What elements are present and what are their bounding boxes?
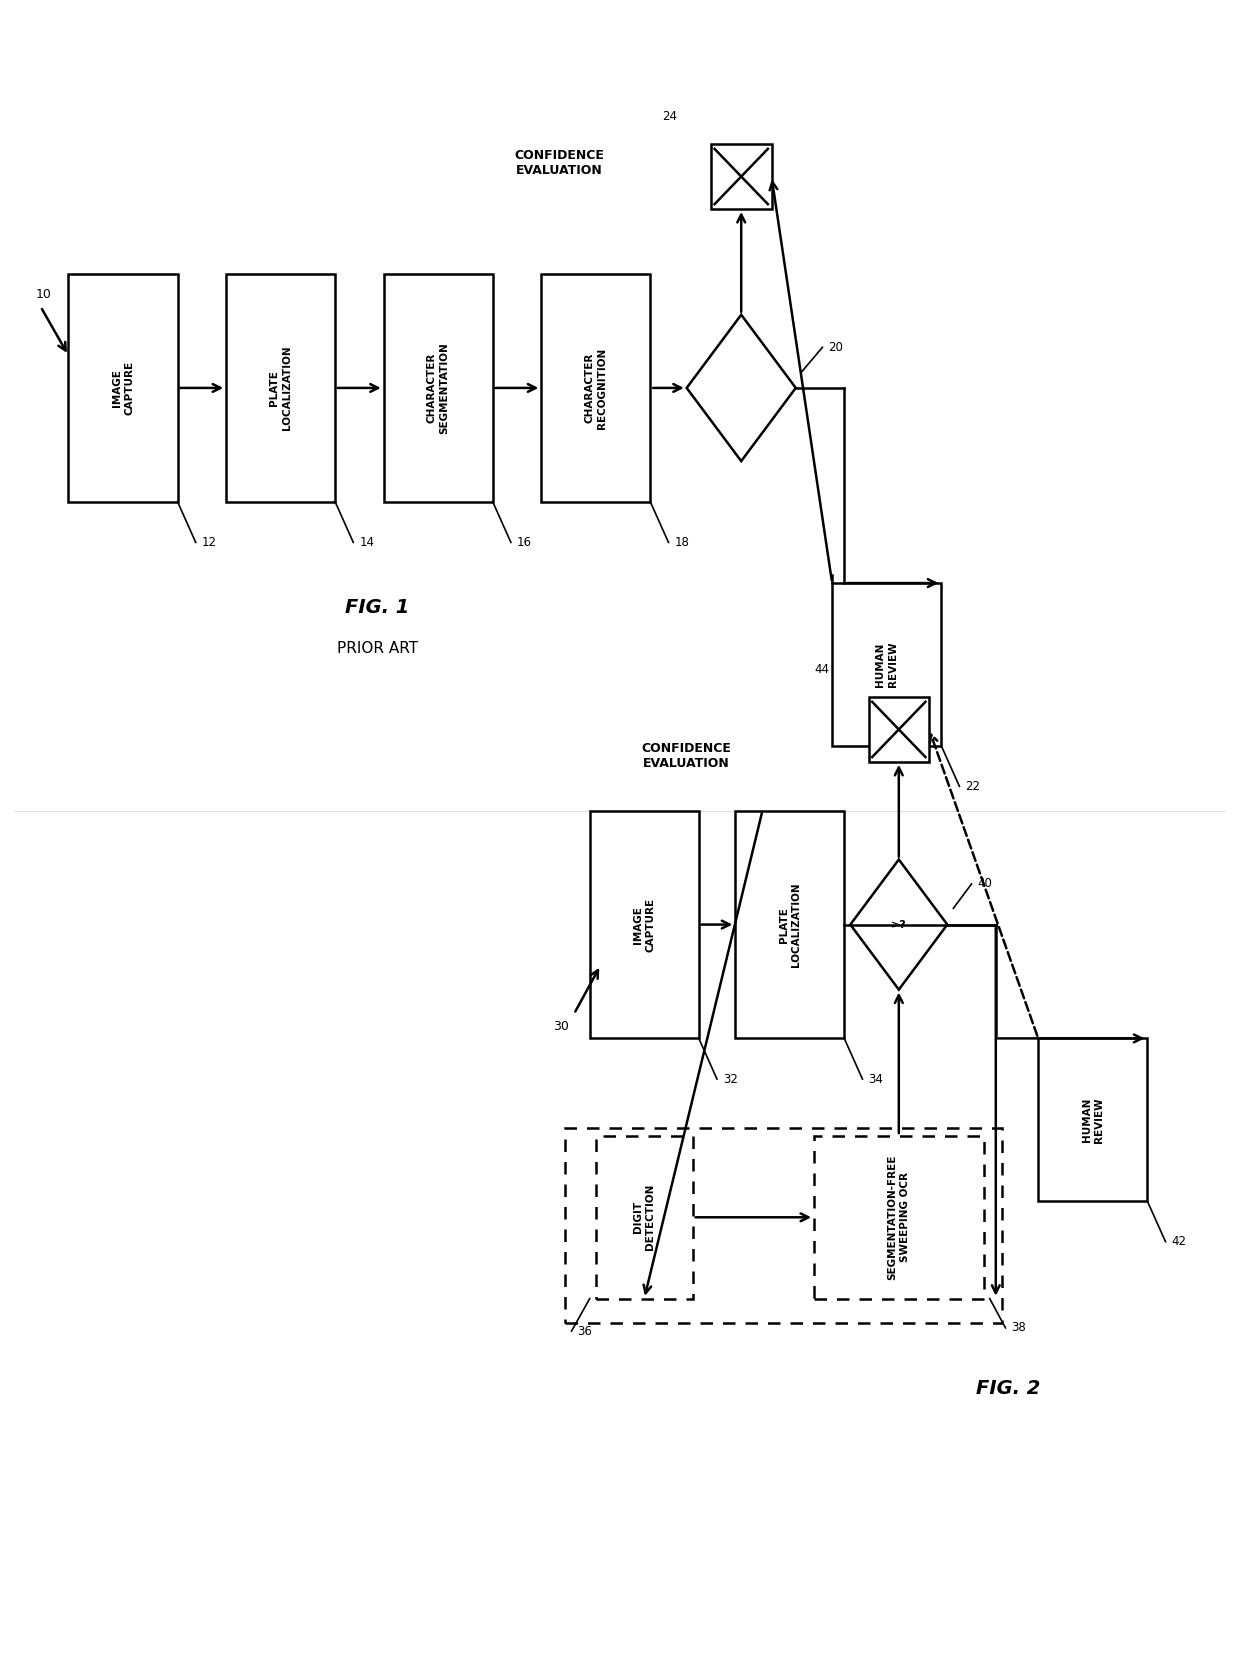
Bar <box>595 1136 693 1298</box>
Text: FIG. 1: FIG. 1 <box>346 599 409 617</box>
Text: 30: 30 <box>553 1021 569 1034</box>
Text: 24: 24 <box>662 109 677 122</box>
Polygon shape <box>687 314 796 461</box>
Text: 36: 36 <box>578 1325 593 1338</box>
Text: PLATE
LOCALIZATION: PLATE LOCALIZATION <box>779 882 801 968</box>
Bar <box>711 144 771 208</box>
Bar <box>813 1136 983 1298</box>
Text: 12: 12 <box>202 536 217 549</box>
Text: DIGIT
DETECTION: DIGIT DETECTION <box>634 1184 656 1250</box>
Text: 40: 40 <box>977 877 992 890</box>
Text: SEGMENTATION-FREE
SWEEPING OCR: SEGMENTATION-FREE SWEEPING OCR <box>888 1154 910 1280</box>
Bar <box>541 275 650 501</box>
Text: 44: 44 <box>813 663 830 675</box>
Bar <box>735 810 844 1039</box>
Text: IMAGE
CAPTURE: IMAGE CAPTURE <box>634 898 656 951</box>
Text: CONFIDENCE
EVALUATION: CONFIDENCE EVALUATION <box>515 149 604 177</box>
Polygon shape <box>851 860 947 989</box>
Bar <box>68 275 177 501</box>
Bar <box>832 584 941 746</box>
Text: HUMAN
REVIEW: HUMAN REVIEW <box>875 642 898 686</box>
Text: 38: 38 <box>1012 1322 1027 1335</box>
Text: IMAGE
CAPTURE: IMAGE CAPTURE <box>112 361 134 415</box>
Bar <box>565 1128 1002 1323</box>
Text: CHARACTER
SEGMENTATION: CHARACTER SEGMENTATION <box>427 342 449 433</box>
Text: 18: 18 <box>675 536 689 549</box>
Text: 22: 22 <box>966 779 981 792</box>
Text: 10: 10 <box>36 288 52 301</box>
Bar <box>868 696 929 762</box>
Bar <box>226 275 335 501</box>
Text: 14: 14 <box>360 536 374 549</box>
Bar <box>1038 1039 1147 1201</box>
Text: 34: 34 <box>868 1072 883 1085</box>
Text: HUMAN
REVIEW: HUMAN REVIEW <box>1081 1097 1104 1143</box>
Text: 32: 32 <box>723 1072 738 1085</box>
Text: PRIOR ART: PRIOR ART <box>337 640 418 655</box>
Text: CHARACTER
RECOGNITION: CHARACTER RECOGNITION <box>584 347 606 428</box>
Text: 42: 42 <box>1172 1236 1187 1249</box>
Text: FIG. 2: FIG. 2 <box>976 1378 1040 1398</box>
Bar <box>383 275 492 501</box>
Text: 20: 20 <box>828 341 843 354</box>
Text: >?: >? <box>890 920 906 930</box>
Text: 16: 16 <box>517 536 532 549</box>
Bar <box>590 810 699 1039</box>
Text: PLATE
LOCALIZATION: PLATE LOCALIZATION <box>269 346 291 430</box>
Text: CONFIDENCE
EVALUATION: CONFIDENCE EVALUATION <box>642 743 732 771</box>
